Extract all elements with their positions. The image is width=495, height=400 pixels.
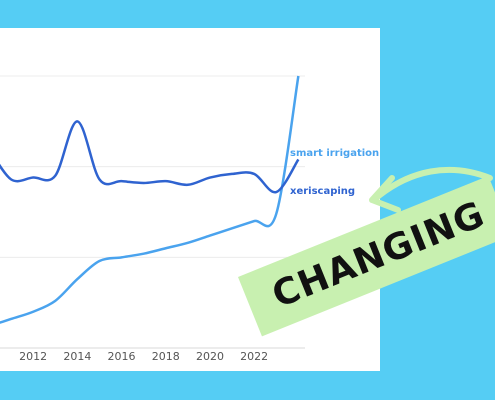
x-tick-label: 2018 (152, 350, 180, 363)
series-label: xeriscaping (290, 186, 355, 197)
series-line-smart-irrigation (0, 75, 300, 324)
line-chart: 2012 2014 2016 2018 2020 2022 smart irrigation… (0, 75, 379, 363)
arrow-head-icon (369, 175, 401, 213)
series-line-xeriscaping (0, 120, 300, 194)
curved-arrow-icon (373, 166, 493, 201)
chart-card: 2012 2014 2016 2018 2020 2022 smart irrigation… (0, 28, 380, 371)
x-tick-label: 2016 (108, 350, 136, 363)
x-tick-label: 2022 (240, 350, 268, 363)
x-tick-label: 2020 (196, 350, 224, 363)
series-label: smart irrigation (290, 148, 379, 159)
x-tick-label: 2014 (63, 350, 91, 363)
x-tick-label: 2012 (19, 350, 47, 363)
